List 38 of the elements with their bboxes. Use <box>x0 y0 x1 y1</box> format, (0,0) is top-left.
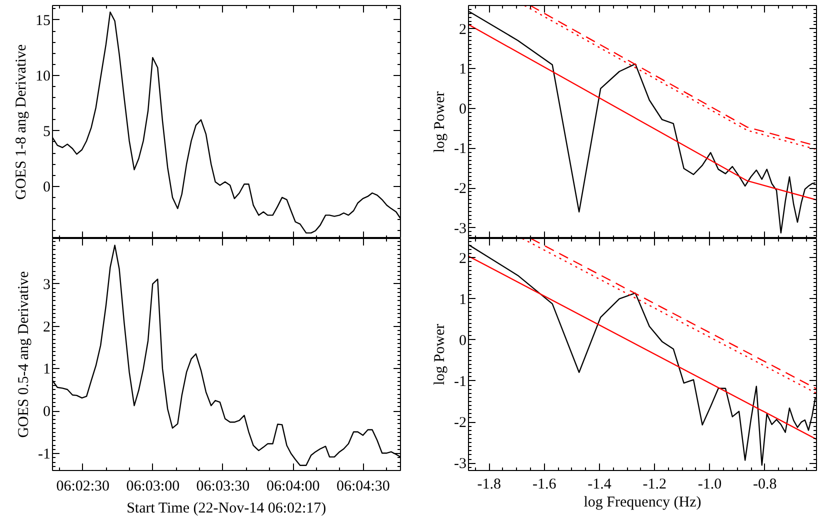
x-tick-label: -1.0 <box>698 476 722 492</box>
y-tick-label: 2 <box>43 319 50 336</box>
x-tick-label: -0.8 <box>753 476 777 492</box>
x-axis-title: Start Time (22-Nov-14 06:02:17) <box>126 500 326 516</box>
x-tick-label: 06:04:30 <box>336 478 390 494</box>
x-tick-label: 06:04:00 <box>266 478 320 494</box>
y-tick-label: 15 <box>36 12 50 29</box>
x-tick-label: 06:03:30 <box>196 478 250 494</box>
y-tick-label: 1 <box>43 362 50 378</box>
y-tick-label: -2 <box>454 181 467 198</box>
y-axis-title: GOES 0.5-4 ang Derivative <box>16 270 32 438</box>
y-tick-label: -3 <box>454 220 467 237</box>
y-axis-title: GOES 1-8 ang Derivative <box>14 44 30 200</box>
y-tick-label: 3 <box>43 276 50 293</box>
y-tick-label: -3 <box>454 456 467 472</box>
x-tick-label: -1.2 <box>642 476 667 492</box>
y-tick-label: -2 <box>454 415 467 432</box>
x-axis-title: log Frequency (Hz) <box>584 494 702 510</box>
x-tick-label: -1.8 <box>477 476 502 492</box>
x-tick-label: 06:03:00 <box>126 478 180 494</box>
y-axis-title: log Power <box>432 91 448 153</box>
y-tick-label: 2 <box>459 22 466 38</box>
y-tick-label: -1 <box>454 374 467 390</box>
x-tick-label: -1.4 <box>588 476 612 492</box>
y-tick-label: 1 <box>459 292 466 308</box>
y-tick-label: 5 <box>43 124 50 140</box>
y-tick-label: 1 <box>459 62 466 78</box>
y-tick-label: 0 <box>459 332 466 349</box>
y-tick-label: 0 <box>43 404 50 420</box>
y-axis-title: log Power <box>432 324 448 386</box>
y-tick-label: 10 <box>36 68 50 84</box>
y-tick-label: 0 <box>459 101 466 118</box>
x-tick-label: -1.6 <box>532 476 557 492</box>
y-tick-label: -1 <box>454 141 467 158</box>
y-tick-label: 0 <box>43 179 50 196</box>
y-tick-label: -1 <box>38 446 51 463</box>
x-tick-label: 06:02:30 <box>56 478 110 494</box>
y-tick-label: 2 <box>459 250 466 267</box>
